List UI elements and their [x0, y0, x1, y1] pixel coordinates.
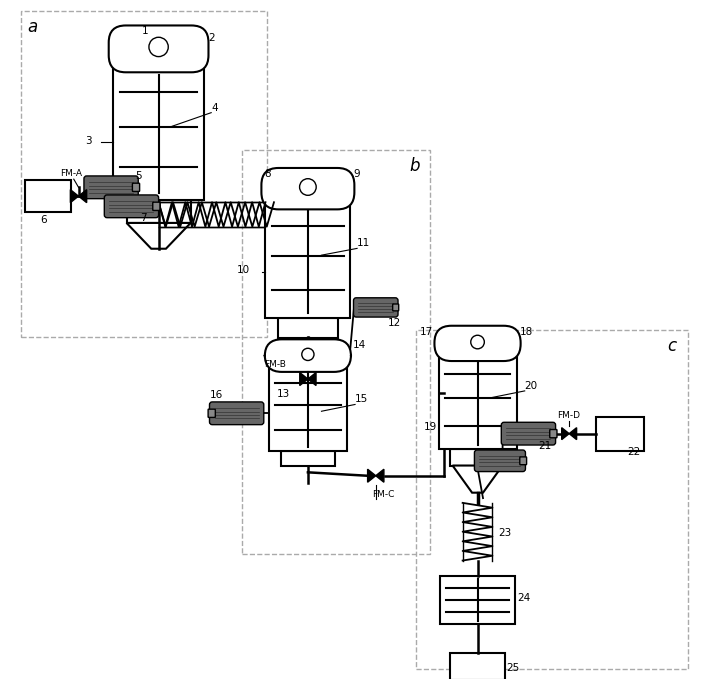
Polygon shape	[569, 428, 577, 440]
Bar	[25, 180, 71, 212]
Bar	[451, 653, 505, 680]
Text: 21: 21	[539, 441, 552, 451]
Text: 10: 10	[237, 265, 250, 275]
Bar	[596, 417, 644, 451]
Text: 25: 25	[506, 663, 520, 673]
Text: 4: 4	[211, 103, 218, 113]
Circle shape	[302, 348, 314, 360]
Text: 14: 14	[352, 340, 365, 350]
Text: b: b	[410, 157, 420, 175]
Circle shape	[149, 37, 168, 56]
Text: FM-B: FM-B	[264, 360, 286, 369]
Text: 7: 7	[140, 214, 147, 223]
Text: 17: 17	[420, 326, 433, 337]
Text: 1: 1	[142, 27, 149, 36]
FancyBboxPatch shape	[84, 176, 138, 199]
FancyBboxPatch shape	[261, 168, 354, 209]
Text: 9: 9	[353, 169, 360, 179]
Text: 13: 13	[277, 390, 290, 399]
Bar	[21, 11, 268, 337]
FancyBboxPatch shape	[104, 195, 158, 218]
FancyBboxPatch shape	[550, 430, 557, 438]
Bar	[417, 330, 688, 669]
Bar	[439, 357, 517, 449]
Text: 22: 22	[627, 447, 640, 458]
Text: a: a	[27, 18, 38, 35]
Text: 15: 15	[355, 394, 368, 405]
Polygon shape	[300, 373, 308, 386]
Polygon shape	[562, 428, 569, 440]
Bar	[127, 200, 191, 223]
Bar	[265, 205, 351, 318]
Text: 18: 18	[520, 326, 533, 337]
Polygon shape	[453, 466, 503, 493]
Polygon shape	[308, 373, 316, 386]
Polygon shape	[127, 223, 191, 249]
FancyBboxPatch shape	[520, 457, 527, 464]
Bar	[281, 451, 335, 466]
Bar	[113, 68, 204, 200]
Bar	[278, 318, 338, 339]
FancyBboxPatch shape	[108, 25, 208, 72]
FancyBboxPatch shape	[393, 304, 398, 311]
Text: 5: 5	[135, 171, 142, 180]
FancyBboxPatch shape	[501, 422, 555, 445]
Bar	[269, 368, 347, 451]
Text: 19: 19	[424, 422, 437, 432]
Polygon shape	[367, 469, 376, 482]
Text: 12: 12	[388, 318, 401, 328]
Text: c: c	[667, 337, 677, 354]
Bar	[242, 150, 430, 554]
Text: 2: 2	[208, 33, 215, 43]
Polygon shape	[70, 190, 79, 203]
FancyBboxPatch shape	[353, 298, 398, 317]
Text: 24: 24	[517, 594, 530, 603]
FancyBboxPatch shape	[265, 339, 351, 372]
Circle shape	[471, 335, 484, 349]
Text: 20: 20	[524, 381, 538, 391]
FancyBboxPatch shape	[208, 409, 215, 418]
Text: 6: 6	[40, 215, 46, 224]
Polygon shape	[79, 190, 87, 203]
FancyBboxPatch shape	[434, 326, 521, 361]
FancyBboxPatch shape	[153, 202, 160, 210]
Polygon shape	[376, 469, 384, 482]
Text: 8: 8	[264, 169, 271, 179]
Text: FM-D: FM-D	[557, 411, 580, 420]
Bar	[451, 449, 505, 466]
Text: 23: 23	[498, 528, 511, 539]
FancyBboxPatch shape	[474, 450, 525, 472]
Text: 16: 16	[210, 390, 222, 400]
FancyBboxPatch shape	[132, 183, 139, 192]
Text: 3: 3	[86, 135, 92, 146]
Circle shape	[300, 179, 316, 195]
Text: FM-A: FM-A	[61, 169, 82, 178]
Text: 11: 11	[357, 239, 370, 248]
Text: FM-C: FM-C	[372, 490, 395, 500]
FancyBboxPatch shape	[210, 402, 264, 424]
Bar	[440, 576, 515, 624]
